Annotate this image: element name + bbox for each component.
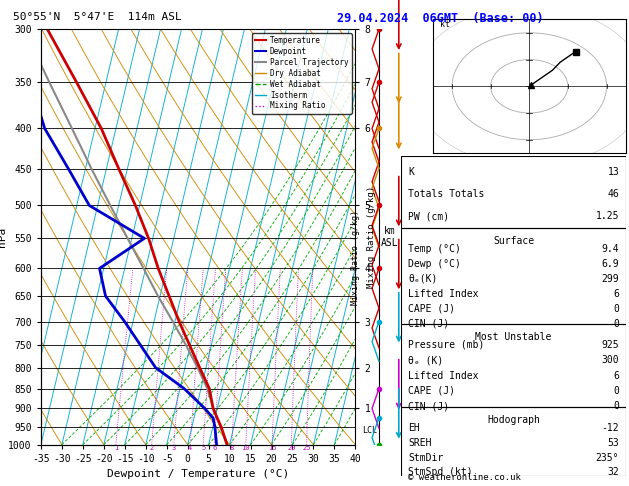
Text: CIN (J): CIN (J): [408, 319, 449, 329]
Text: 0: 0: [613, 304, 619, 314]
Text: 0: 0: [613, 386, 619, 396]
Text: Surface: Surface: [493, 236, 534, 246]
Text: 50°55'N  5°47'E  114m ASL: 50°55'N 5°47'E 114m ASL: [13, 12, 181, 22]
Text: Lifted Index: Lifted Index: [408, 289, 479, 299]
Text: 25: 25: [303, 445, 311, 451]
Legend: Temperature, Dewpoint, Parcel Trajectory, Dry Adiabat, Wet Adiabat, Isotherm, Mi: Temperature, Dewpoint, Parcel Trajectory…: [252, 33, 352, 114]
Text: θₑ(K): θₑ(K): [408, 274, 437, 284]
Text: 0: 0: [613, 401, 619, 411]
Text: 6: 6: [212, 445, 216, 451]
Text: 0: 0: [613, 319, 619, 329]
Text: 300: 300: [601, 355, 619, 365]
Text: 1.25: 1.25: [596, 211, 619, 222]
Text: CIN (J): CIN (J): [408, 401, 449, 411]
Text: LCL: LCL: [362, 426, 377, 435]
X-axis label: Dewpoint / Temperature (°C): Dewpoint / Temperature (°C): [107, 469, 289, 479]
Text: 8: 8: [230, 445, 234, 451]
Text: StmSpd (kt): StmSpd (kt): [408, 468, 472, 477]
Text: 6: 6: [613, 289, 619, 299]
Text: © weatheronline.co.uk: © weatheronline.co.uk: [408, 473, 520, 482]
Text: StmDir: StmDir: [408, 452, 443, 463]
Text: 9.4: 9.4: [601, 243, 619, 254]
Bar: [401, 227, 626, 324]
Text: 6: 6: [613, 370, 619, 381]
Text: EH: EH: [408, 423, 420, 433]
Bar: [401, 324, 626, 407]
Text: Lifted Index: Lifted Index: [408, 370, 479, 381]
Text: SREH: SREH: [408, 438, 431, 448]
Text: 15: 15: [268, 445, 276, 451]
Text: 299: 299: [601, 274, 619, 284]
Text: 10: 10: [242, 445, 250, 451]
Text: PW (cm): PW (cm): [408, 211, 449, 222]
Text: 20: 20: [287, 445, 296, 451]
Text: Pressure (mb): Pressure (mb): [408, 340, 484, 350]
Text: Mixing Ratio (g/kg): Mixing Ratio (g/kg): [367, 186, 376, 288]
Text: 4: 4: [188, 445, 192, 451]
Text: 235°: 235°: [596, 452, 619, 463]
Text: Hodograph: Hodograph: [487, 416, 540, 425]
Text: 13: 13: [608, 167, 619, 176]
Text: K: K: [408, 167, 414, 176]
Bar: [401, 156, 626, 227]
Text: 2: 2: [150, 445, 153, 451]
Text: 6.9: 6.9: [601, 259, 619, 269]
Bar: [401, 407, 626, 476]
Text: -12: -12: [601, 423, 619, 433]
Text: CAPE (J): CAPE (J): [408, 386, 455, 396]
Text: 46: 46: [608, 189, 619, 199]
Y-axis label: hPa: hPa: [0, 227, 7, 247]
Y-axis label: km
ASL: km ASL: [381, 226, 399, 248]
Text: θₑ (K): θₑ (K): [408, 355, 443, 365]
Text: 29.04.2024  06GMT  (Base: 00): 29.04.2024 06GMT (Base: 00): [337, 12, 543, 25]
Text: 1: 1: [114, 445, 118, 451]
Text: Most Unstable: Most Unstable: [476, 332, 552, 342]
Text: Temp (°C): Temp (°C): [408, 243, 461, 254]
Text: Totals Totals: Totals Totals: [408, 189, 484, 199]
Text: 32: 32: [608, 468, 619, 477]
Text: 53: 53: [608, 438, 619, 448]
Text: CAPE (J): CAPE (J): [408, 304, 455, 314]
Text: 925: 925: [601, 340, 619, 350]
Text: Mixing Ratio (g/kg): Mixing Ratio (g/kg): [351, 210, 360, 305]
Text: 3: 3: [172, 445, 176, 451]
Text: Dewp (°C): Dewp (°C): [408, 259, 461, 269]
Text: kt: kt: [440, 20, 450, 30]
Text: 5: 5: [201, 445, 206, 451]
